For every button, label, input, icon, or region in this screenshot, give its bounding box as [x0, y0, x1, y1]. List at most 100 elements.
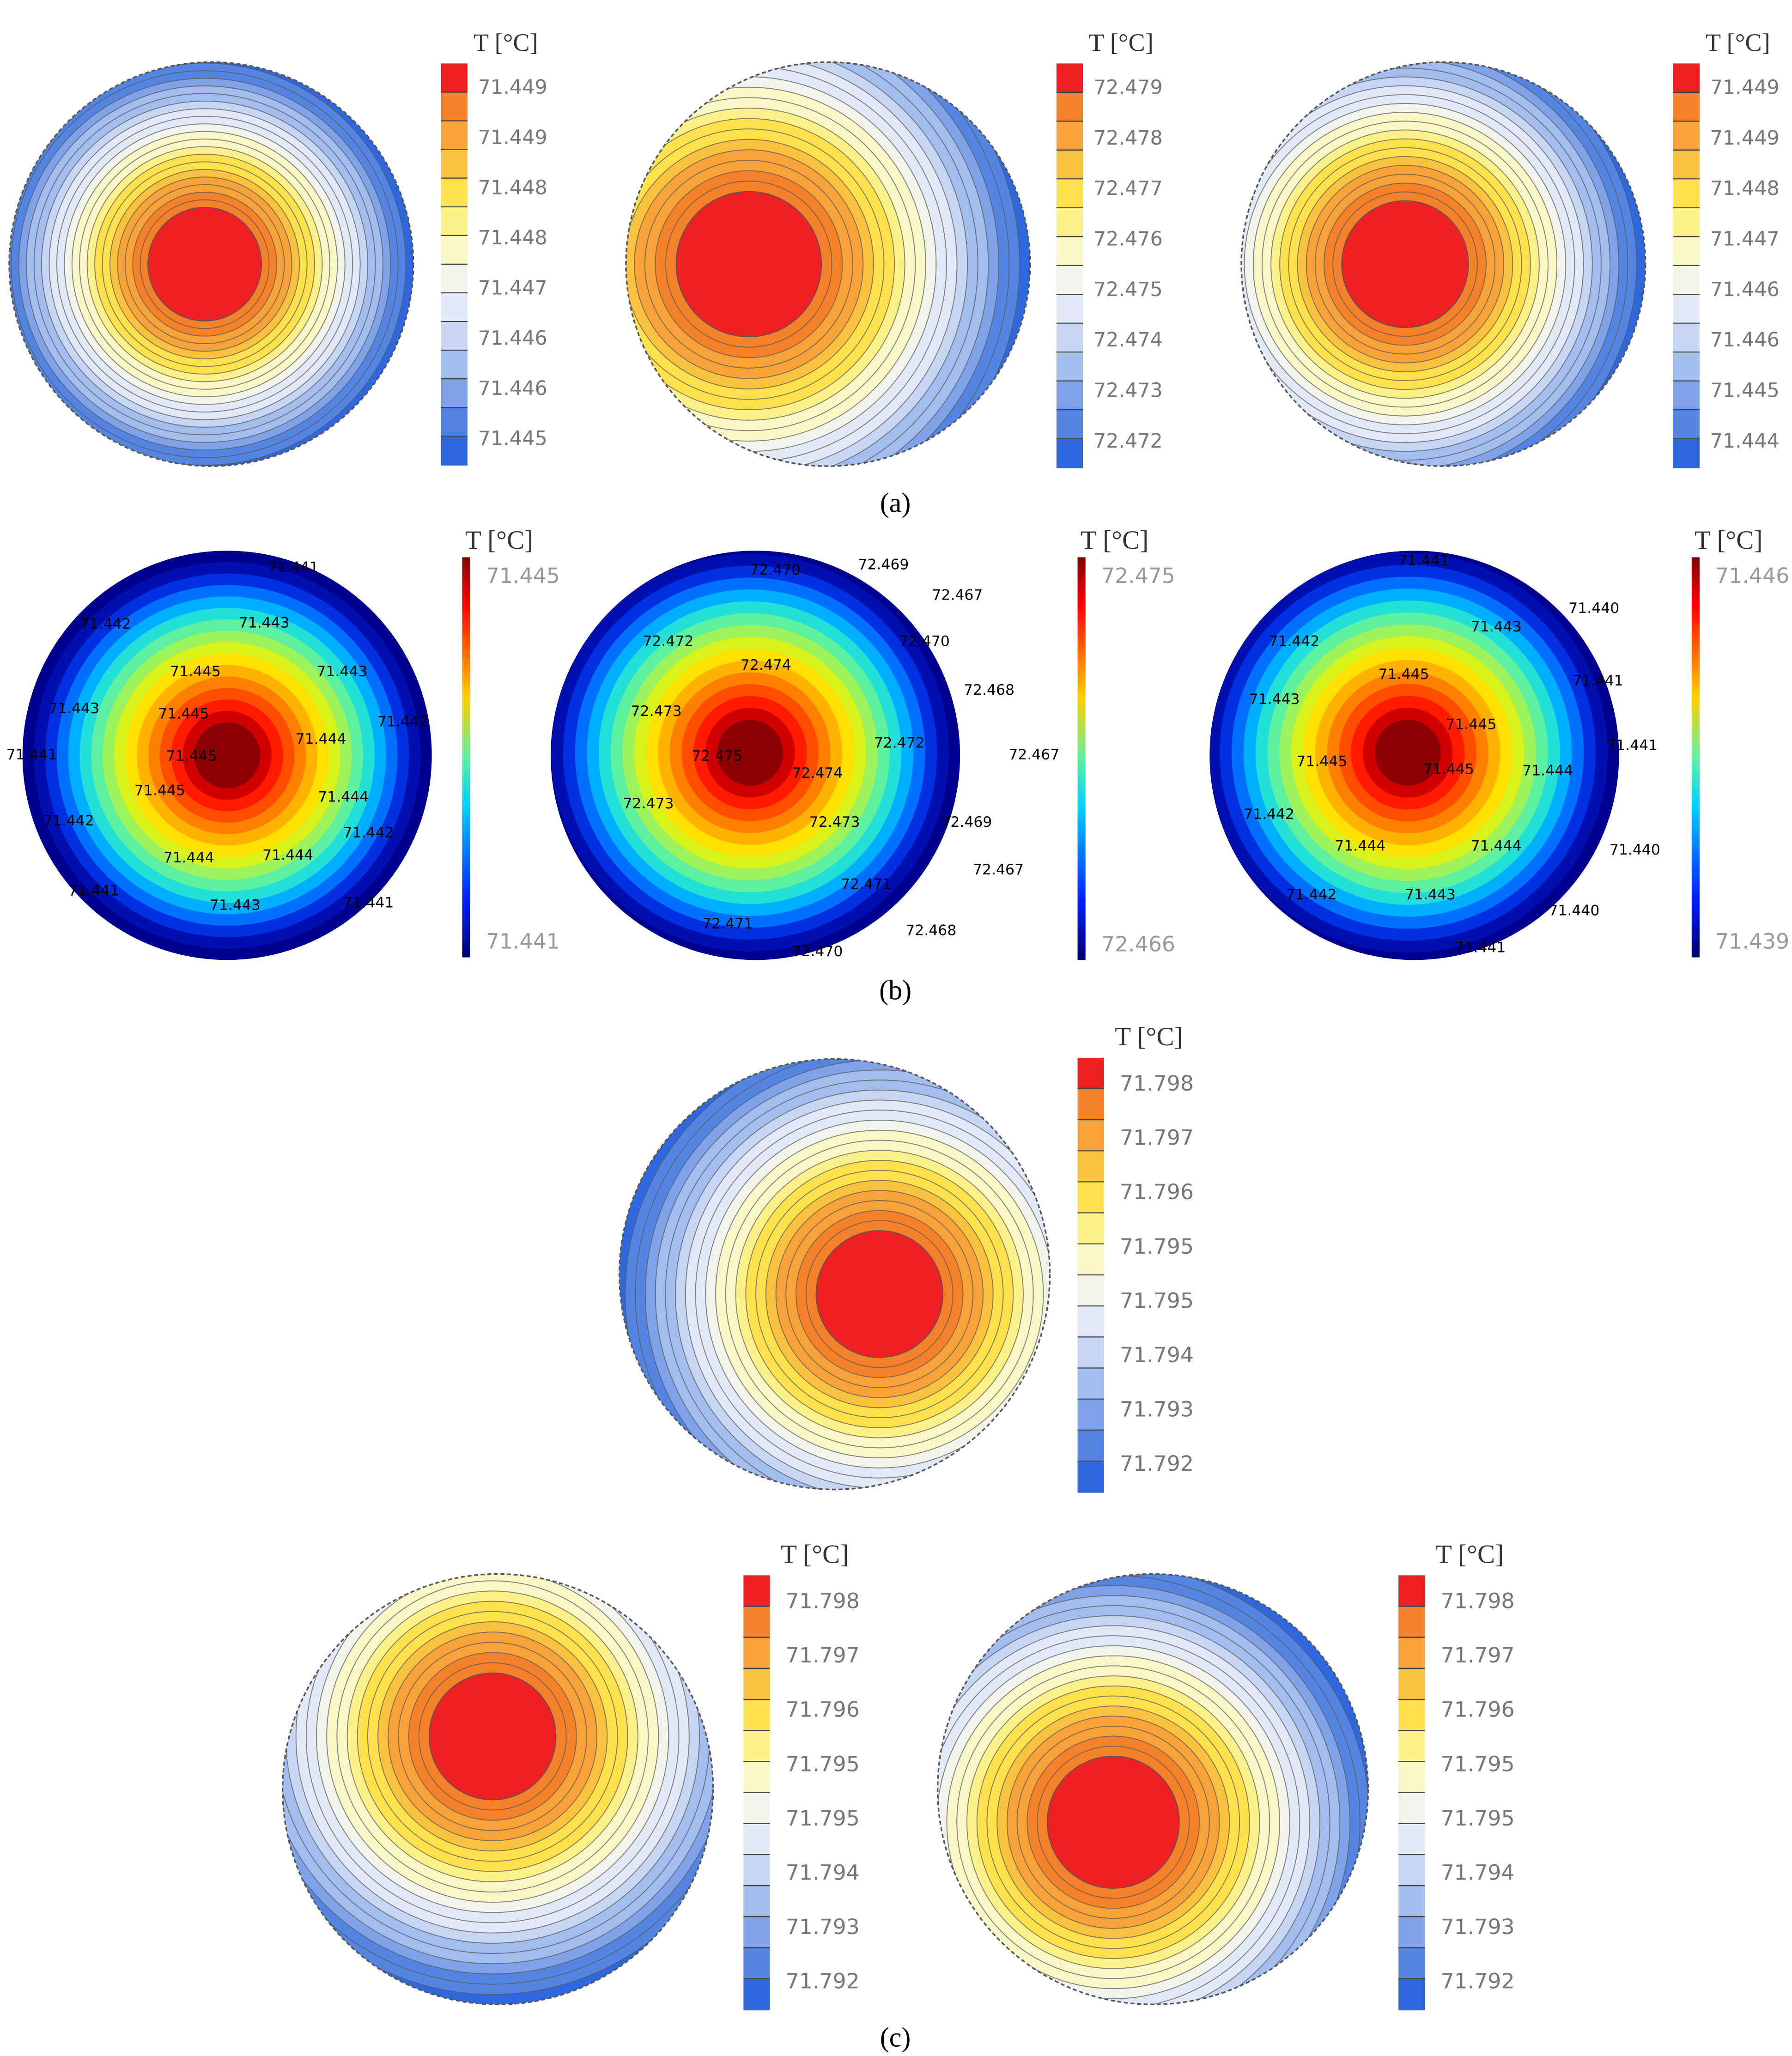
- contour-panel: T [°C] 71.449 71.449 71.448 71.447 71.446 71.4…: [1240, 29, 1780, 468]
- colorbar-title: T [°C]: [474, 29, 538, 56]
- contour-panel: T [°C] 71.445 71.441 71.441 71.442 71.443 71.4…: [6, 526, 560, 960]
- colorbar-segment: [1398, 1792, 1425, 1825]
- contour-panel: T [°C] 72.479 72.478 72.477 72.476 72.475 72.4…: [625, 29, 1163, 468]
- colorbar-label: 72.475: [1101, 564, 1175, 588]
- colorbar-label: 72.478: [1093, 127, 1163, 150]
- contour-panel: T [°C] 71.449 71.449 71.448 71.448 71.447 71.4…: [8, 29, 547, 467]
- contour-label: 71.443: [210, 897, 261, 914]
- contour-label: 71.445: [1446, 716, 1496, 733]
- colorbar-label: 71.795: [786, 1752, 860, 1776]
- contour-label: 71.443: [239, 614, 290, 631]
- contour-label: 71.444: [1335, 837, 1385, 854]
- colorbar-segment: [743, 1792, 770, 1825]
- hot-spot: [1046, 1755, 1180, 1889]
- hot-spot: [429, 1672, 557, 1801]
- contour-label: 71.445: [1379, 666, 1429, 683]
- colorbar-segment: [1673, 265, 1700, 295]
- colorbar-title: T [°C]: [1089, 29, 1154, 56]
- colorbar-segment: [743, 1730, 770, 1762]
- colorbar-segment: [1673, 63, 1700, 93]
- colorbar-segment: [1056, 237, 1083, 267]
- colorbar-segment: [1673, 352, 1700, 382]
- colorbar: [1077, 557, 1086, 960]
- outline: [625, 61, 1031, 467]
- colorbar-label: 71.795: [1441, 1806, 1515, 1831]
- contour-label: 71.445: [170, 663, 221, 680]
- colorbar-label: 71.449: [1710, 76, 1780, 99]
- contour-label: 72.470: [750, 562, 801, 578]
- colorbar-segment: [1056, 92, 1083, 122]
- colorbar-segment: [1056, 381, 1083, 411]
- colorbar-segment: [1398, 1761, 1425, 1794]
- colorbar-label: 71.798: [1120, 1071, 1194, 1096]
- colorbar-label: 71.445: [486, 564, 560, 588]
- contour-label: 72.467: [1008, 746, 1059, 763]
- colorbar-label: 71.795: [786, 1806, 860, 1831]
- contour-panel: T [°C] 71.798 71.797 71.796 71.795 71.795 71.7…: [618, 1022, 1194, 1493]
- colorbar-label: 71.796: [1441, 1698, 1515, 1722]
- contour-label: 71.442: [377, 714, 428, 730]
- colorbar-label: 71.446: [478, 327, 547, 350]
- colorbar-segment: [1077, 1337, 1104, 1369]
- contour-label: 72.472: [643, 633, 693, 649]
- colorbar-label: 71.798: [1441, 1589, 1515, 1613]
- contour-label: 71.444: [164, 849, 214, 866]
- colorbar-title: T [°C]: [1081, 526, 1148, 555]
- contour-label: 72.471: [841, 876, 892, 892]
- colorbar-label: 72.466: [1101, 932, 1175, 956]
- contour-label: 72.467: [973, 861, 1024, 878]
- colorbar-segment: [1398, 1947, 1425, 1980]
- contour-label: 71.442: [43, 813, 94, 829]
- colorbar-segment: [743, 1637, 770, 1669]
- outline: [936, 1573, 1369, 2006]
- contour-label: 72.473: [623, 795, 674, 812]
- contour-label: 72.469: [858, 557, 909, 573]
- contour-label: 72.472: [874, 734, 925, 751]
- contour-label: 71.443: [316, 663, 367, 680]
- hot-spot: [675, 191, 822, 338]
- colorbar-label: 72.476: [1093, 228, 1163, 251]
- colorbar-segment: [1398, 1854, 1425, 1886]
- colorbar-title: T [°C]: [1436, 1540, 1504, 1569]
- contour-label: 71.442: [80, 616, 131, 632]
- colorbar-segment: [1398, 1668, 1425, 1700]
- colorbar-segment: [1673, 150, 1700, 180]
- colorbar-segment: [1077, 1368, 1104, 1400]
- colorbar-segment: [743, 1699, 770, 1731]
- colorbar-label: 71.796: [1120, 1180, 1194, 1204]
- colorbar-segment: [1077, 1430, 1104, 1462]
- colorbar-label: 71.445: [478, 427, 547, 450]
- colorbar-label: 71.449: [478, 126, 547, 149]
- colorbar-label: 71.446: [1710, 328, 1780, 352]
- colorbar-segment: [441, 149, 468, 179]
- colorbar-segment: [1673, 179, 1700, 209]
- colorbar-label: 71.793: [786, 1915, 860, 1939]
- contour-panel: T [°C] 71.798 71.797 71.796 71.795 71.795 71.7…: [282, 1540, 860, 2011]
- contour-label: 72.473: [809, 814, 860, 831]
- colorbar-segment: [1056, 323, 1083, 353]
- colorbar-segment: [441, 436, 468, 466]
- colorbar-label: 71.447: [1710, 228, 1780, 251]
- contour-label: 71.444: [318, 789, 369, 806]
- colorbar-segment: [743, 1947, 770, 1980]
- colorbar-label: 71.439: [1715, 929, 1789, 954]
- colorbar-title: T [°C]: [781, 1540, 849, 1569]
- contour-label: 71.441: [1398, 552, 1449, 569]
- colorbar-title: T [°C]: [1706, 29, 1770, 56]
- colorbar-segment: [743, 1886, 770, 1917]
- caption: (a): [880, 488, 911, 518]
- colorbar-segment: [1673, 294, 1700, 324]
- colorbar-segment: [1077, 1306, 1104, 1338]
- contour-label: 71.444: [1471, 837, 1522, 854]
- colorbar-segment: [743, 1575, 770, 1607]
- contour-field: [626, 62, 1030, 467]
- colorbar-segment: [1673, 121, 1700, 151]
- outline: [8, 61, 414, 467]
- contour-field: [937, 1574, 1368, 2005]
- contour-label: 71.444: [1522, 763, 1573, 779]
- colorbar-label: 71.795: [1441, 1752, 1515, 1776]
- colorbar-title: T [°C]: [1115, 1022, 1183, 1051]
- colorbar-segment: [441, 379, 468, 408]
- hot-spot: [717, 720, 784, 786]
- contour-label: 72.474: [792, 765, 843, 782]
